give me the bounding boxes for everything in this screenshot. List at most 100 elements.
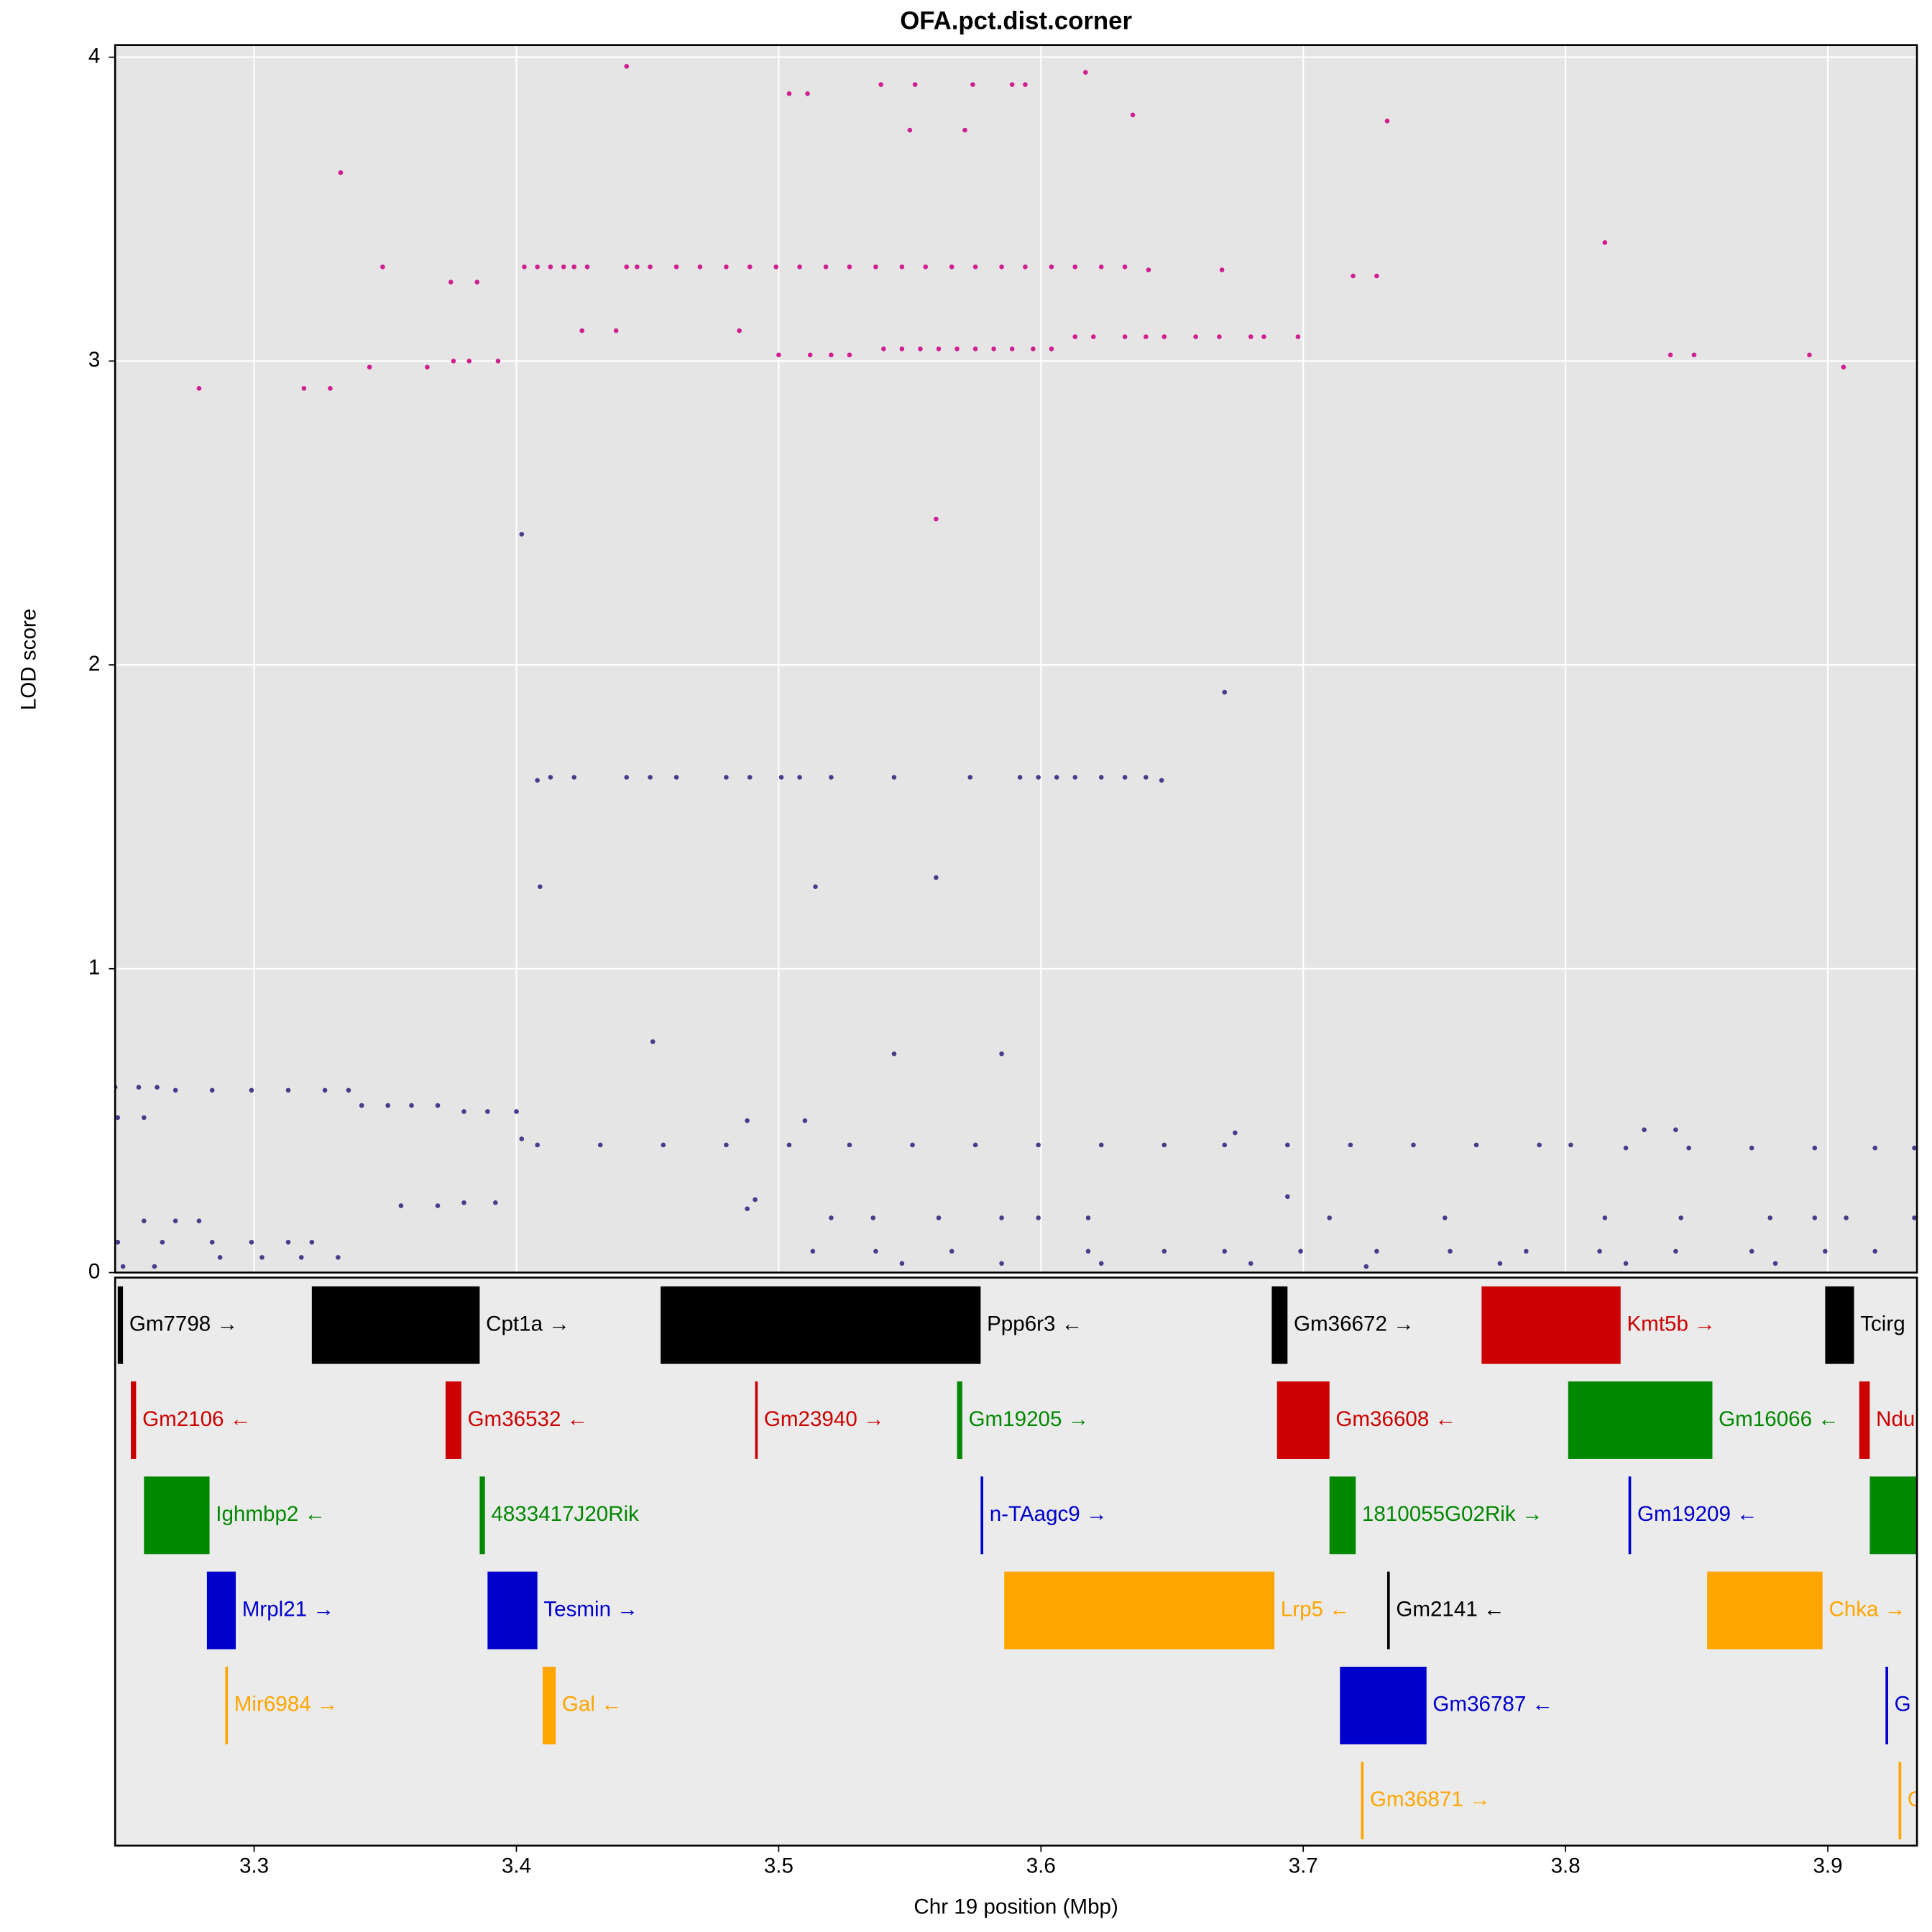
y-tick-label: 4	[88, 44, 100, 68]
point	[285, 1239, 291, 1245]
point	[753, 1197, 758, 1202]
point	[1841, 364, 1846, 370]
point	[745, 1118, 750, 1123]
point	[196, 386, 202, 391]
point	[141, 1218, 147, 1223]
point	[899, 264, 905, 270]
gene-label: Gm36871 →	[1370, 1788, 1491, 1811]
gene-panel	[115, 1277, 1918, 1846]
gene-box	[1568, 1381, 1713, 1459]
point	[1537, 1142, 1542, 1148]
point	[1222, 1142, 1228, 1148]
point	[1098, 264, 1104, 270]
point	[899, 346, 905, 351]
point	[1686, 1145, 1691, 1151]
point	[934, 875, 939, 880]
point	[1098, 1261, 1104, 1266]
point	[673, 264, 679, 270]
point	[1351, 273, 1356, 279]
point	[1217, 334, 1222, 339]
point	[697, 264, 703, 270]
point	[172, 1087, 178, 1093]
point	[1036, 775, 1041, 780]
gene-box	[1361, 1762, 1364, 1840]
point	[1497, 1261, 1503, 1266]
point	[538, 884, 543, 889]
point	[1072, 334, 1078, 339]
point	[571, 264, 577, 270]
point	[1248, 334, 1254, 339]
point	[829, 352, 834, 358]
point	[1143, 334, 1149, 339]
point	[962, 127, 967, 133]
gene-border	[114, 1276, 1918, 1847]
point	[1642, 1127, 1647, 1133]
point	[535, 778, 540, 783]
point	[907, 127, 913, 133]
point	[309, 1239, 315, 1245]
point	[786, 91, 792, 96]
point	[1031, 346, 1036, 351]
point	[548, 775, 553, 780]
point	[807, 352, 813, 358]
point	[367, 364, 372, 370]
point	[1233, 1130, 1238, 1136]
point	[1049, 264, 1054, 270]
gene-box	[1869, 1476, 1918, 1555]
point	[1374, 1248, 1379, 1254]
point	[1162, 1142, 1167, 1148]
point	[1098, 775, 1104, 780]
point	[661, 1142, 666, 1148]
gene-box	[1825, 1286, 1854, 1364]
gene-box	[311, 1286, 480, 1364]
point	[1248, 1261, 1254, 1266]
point	[359, 1103, 364, 1108]
point	[1597, 1248, 1602, 1254]
point	[338, 170, 344, 175]
point	[1623, 1261, 1629, 1266]
point	[999, 264, 1004, 270]
point	[1568, 1142, 1573, 1148]
gene-label: Cpt1a →	[486, 1312, 570, 1335]
point	[1193, 334, 1198, 339]
point	[1473, 1142, 1479, 1148]
point	[1130, 112, 1136, 118]
point	[936, 346, 942, 351]
point	[810, 1248, 816, 1254]
gene-label: Tesmin →	[543, 1597, 638, 1621]
point	[724, 775, 729, 780]
axes: 3.3 3.4 3.5 3.6 3.7 3.8 3.9 0 1 2 3 4	[88, 44, 1843, 1877]
point	[597, 1142, 603, 1148]
point	[1036, 1215, 1041, 1220]
point	[435, 1203, 441, 1208]
point	[923, 264, 929, 270]
gene-label: 4833417J20Rik	[491, 1502, 639, 1526]
point	[873, 264, 878, 270]
plot-border	[114, 44, 1918, 1274]
point	[141, 1115, 147, 1121]
point	[380, 264, 385, 270]
x-tick-label: 3.8	[1551, 1854, 1581, 1877]
point	[970, 82, 975, 87]
point	[548, 264, 553, 270]
point	[776, 352, 781, 358]
point	[747, 264, 753, 270]
x-tick-label: 3.7	[1289, 1854, 1318, 1877]
point	[571, 775, 577, 780]
point	[829, 775, 834, 780]
point	[1098, 1142, 1104, 1148]
point	[385, 1103, 390, 1108]
point	[425, 364, 430, 370]
point	[1602, 1215, 1608, 1220]
gene-label: Gm2106 ←	[142, 1407, 251, 1431]
y-tick-label: 1	[88, 956, 100, 980]
point	[1524, 1248, 1529, 1254]
point	[217, 1255, 223, 1260]
point	[1146, 267, 1151, 272]
point	[1072, 264, 1078, 270]
gene-box	[1898, 1762, 1902, 1840]
point	[991, 346, 996, 351]
point	[579, 328, 585, 334]
gene-box	[1340, 1666, 1427, 1744]
